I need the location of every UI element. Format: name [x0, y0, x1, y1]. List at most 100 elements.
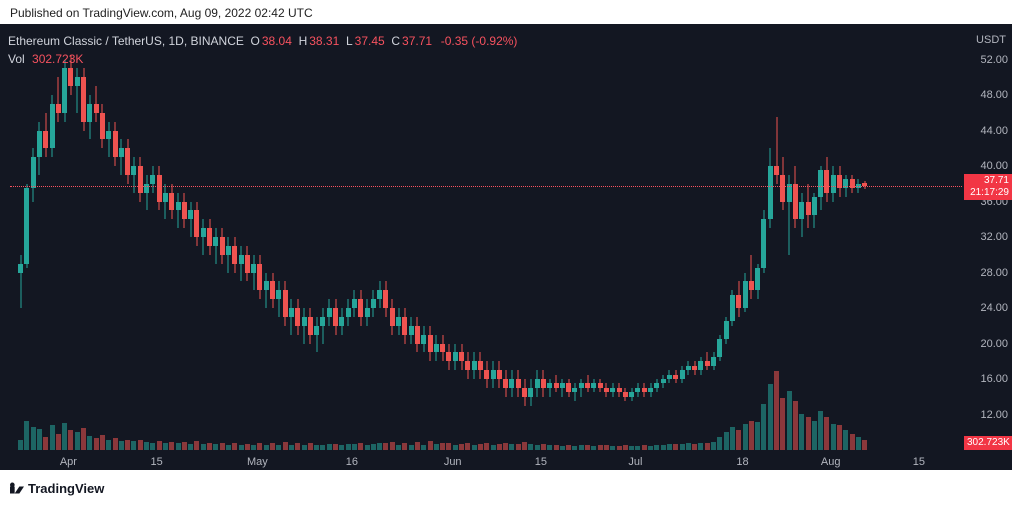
candle[interactable]: [516, 24, 521, 450]
candle[interactable]: [705, 24, 710, 450]
candle[interactable]: [163, 24, 168, 450]
volume-bar[interactable]: [169, 442, 174, 450]
candle[interactable]: [812, 24, 817, 450]
volume-bar[interactable]: [806, 417, 811, 450]
candle[interactable]: [194, 24, 199, 450]
y-axis[interactable]: USDT 12.0016.0020.0024.0028.0032.0036.00…: [964, 24, 1012, 450]
candle[interactable]: [780, 24, 785, 450]
candle[interactable]: [31, 24, 36, 450]
candle[interactable]: [295, 24, 300, 450]
volume-bar[interactable]: [43, 437, 48, 450]
candle[interactable]: [831, 24, 836, 450]
candle[interactable]: [591, 24, 596, 450]
volume-bar[interactable]: [87, 436, 92, 450]
candle[interactable]: [692, 24, 697, 450]
candle[interactable]: [94, 24, 99, 450]
candle[interactable]: [358, 24, 363, 450]
candle[interactable]: [377, 24, 382, 450]
candle[interactable]: [484, 24, 489, 450]
volume-bar[interactable]: [131, 441, 136, 450]
volume-bar[interactable]: [522, 442, 527, 450]
candle[interactable]: [43, 24, 48, 450]
candle[interactable]: [113, 24, 118, 450]
candle[interactable]: [818, 24, 823, 450]
volume-bar[interactable]: [818, 411, 823, 450]
candle[interactable]: [320, 24, 325, 450]
volume-bar[interactable]: [81, 428, 86, 450]
candle[interactable]: [503, 24, 508, 450]
candle[interactable]: [453, 24, 458, 450]
volume-bar[interactable]: [799, 414, 804, 450]
candle[interactable]: [150, 24, 155, 450]
volume-bar[interactable]: [837, 425, 842, 450]
candle[interactable]: [138, 24, 143, 450]
volume-bar[interactable]: [415, 442, 420, 450]
volume-bar[interactable]: [150, 443, 155, 450]
candle[interactable]: [75, 24, 80, 450]
candle[interactable]: [749, 24, 754, 450]
candle[interactable]: [131, 24, 136, 450]
volume-bar[interactable]: [736, 430, 741, 450]
candle[interactable]: [440, 24, 445, 450]
volume-bar[interactable]: [428, 441, 433, 450]
candle[interactable]: [661, 24, 666, 450]
tradingview-logo[interactable]: TradingView: [10, 481, 104, 496]
volume-bar[interactable]: [755, 422, 760, 450]
candle[interactable]: [176, 24, 181, 450]
candle[interactable]: [654, 24, 659, 450]
volume-bar[interactable]: [503, 443, 508, 450]
volume-bar[interactable]: [850, 434, 855, 450]
candle[interactable]: [472, 24, 477, 450]
candle[interactable]: [201, 24, 206, 450]
candle[interactable]: [119, 24, 124, 450]
candle[interactable]: [837, 24, 842, 450]
candle[interactable]: [68, 24, 73, 450]
chart-body[interactable]: Ethereum Classic / TetherUS, 1D, BINANCE…: [0, 24, 1012, 470]
candle[interactable]: [87, 24, 92, 450]
volume-bar[interactable]: [100, 435, 105, 450]
volume-bar[interactable]: [62, 423, 67, 450]
candle[interactable]: [522, 24, 527, 450]
candle[interactable]: [289, 24, 294, 450]
volume-bar[interactable]: [686, 443, 691, 450]
volume-bar[interactable]: [194, 441, 199, 450]
candle[interactable]: [339, 24, 344, 450]
candle[interactable]: [365, 24, 370, 450]
candle[interactable]: [617, 24, 622, 450]
x-axis[interactable]: Apr15May16Jun15Jul18Aug15: [10, 450, 962, 470]
candle[interactable]: [415, 24, 420, 450]
candle[interactable]: [327, 24, 332, 450]
candle[interactable]: [528, 24, 533, 450]
candle[interactable]: [352, 24, 357, 450]
candle[interactable]: [37, 24, 42, 450]
volume-bar[interactable]: [717, 437, 722, 450]
candle[interactable]: [396, 24, 401, 450]
volume-bar[interactable]: [843, 430, 848, 450]
candle[interactable]: [787, 24, 792, 450]
candle[interactable]: [509, 24, 514, 450]
candle[interactable]: [182, 24, 187, 450]
candle[interactable]: [585, 24, 590, 450]
candle[interactable]: [711, 24, 716, 450]
candle[interactable]: [680, 24, 685, 450]
volume-bar[interactable]: [824, 417, 829, 450]
candle[interactable]: [283, 24, 288, 450]
candle[interactable]: [251, 24, 256, 450]
volume-bar[interactable]: [402, 443, 407, 450]
volume-bar[interactable]: [31, 427, 36, 450]
candle[interactable]: [598, 24, 603, 450]
candle[interactable]: [125, 24, 130, 450]
candle[interactable]: [383, 24, 388, 450]
volume-bar[interactable]: [390, 442, 395, 450]
candle[interactable]: [698, 24, 703, 450]
volume-bar[interactable]: [383, 443, 388, 450]
candle[interactable]: [264, 24, 269, 450]
candle[interactable]: [686, 24, 691, 450]
candle[interactable]: [157, 24, 162, 450]
candle[interactable]: [226, 24, 231, 450]
candle[interactable]: [220, 24, 225, 450]
candle[interactable]: [856, 24, 861, 450]
candle[interactable]: [56, 24, 61, 450]
candle[interactable]: [308, 24, 313, 450]
candle[interactable]: [572, 24, 577, 450]
